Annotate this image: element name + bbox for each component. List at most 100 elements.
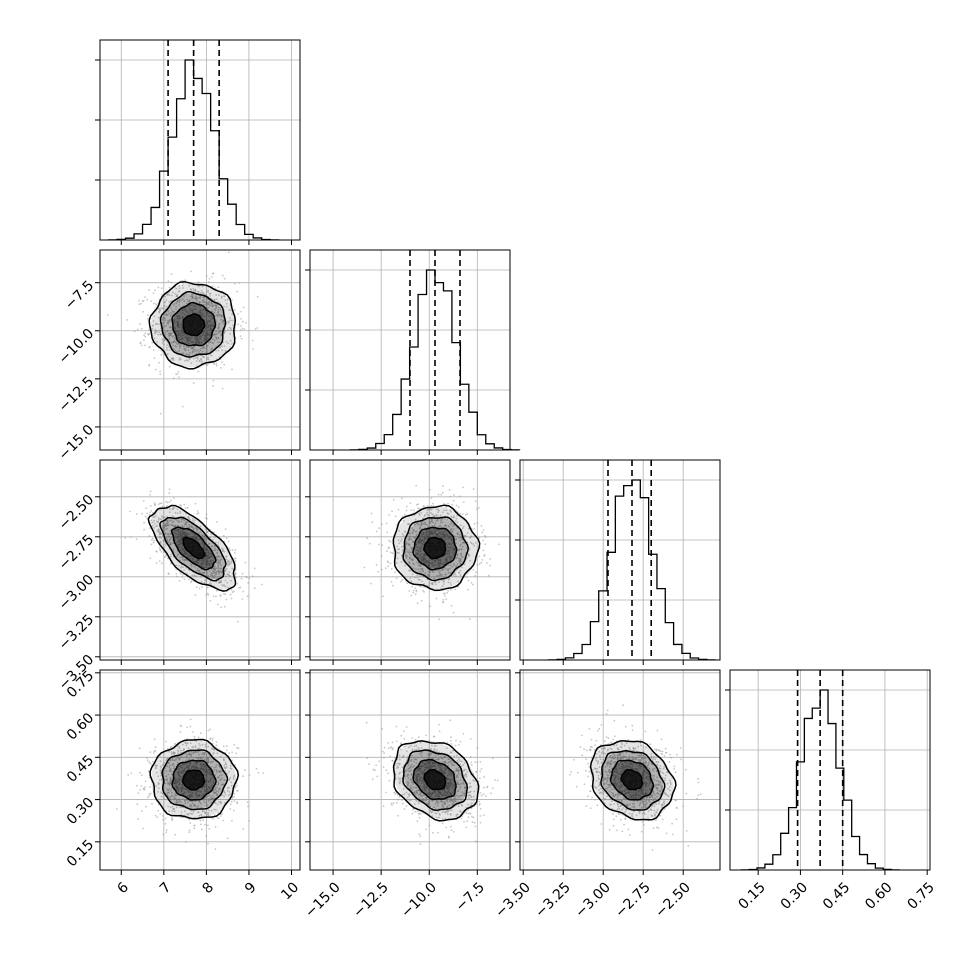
sample-point xyxy=(209,599,212,602)
sample-point xyxy=(160,551,163,553)
sample-point xyxy=(234,552,236,554)
sample-point xyxy=(154,504,156,506)
sample-point xyxy=(378,760,381,763)
sample-point xyxy=(215,362,218,365)
sample-point xyxy=(149,751,152,754)
sample-point xyxy=(233,743,236,746)
sample-point xyxy=(154,328,157,331)
sample-point xyxy=(257,771,260,774)
sample-point xyxy=(240,325,242,327)
sample-point xyxy=(224,299,227,302)
sample-point xyxy=(455,504,458,507)
sample-point xyxy=(205,312,208,314)
sample-point xyxy=(170,358,173,360)
sample-point xyxy=(486,562,488,564)
sample-point xyxy=(475,571,477,574)
sample-point xyxy=(224,528,227,530)
sample-point xyxy=(155,330,158,332)
sample-point xyxy=(207,281,210,283)
sample-point xyxy=(230,588,233,591)
sample-point xyxy=(231,319,233,322)
scatter-panel-1-0 xyxy=(95,249,301,455)
sample-point xyxy=(404,513,406,516)
sample-point xyxy=(194,502,197,505)
sample-point xyxy=(401,578,404,581)
sample-point xyxy=(207,593,210,596)
sample-point xyxy=(382,595,384,598)
sample-point xyxy=(394,571,396,573)
sample-point xyxy=(422,505,425,508)
sample-point xyxy=(168,312,170,315)
sample-point xyxy=(239,310,242,313)
sample-point xyxy=(199,823,202,826)
sample-point xyxy=(425,734,427,737)
sample-point xyxy=(165,740,168,743)
sample-point xyxy=(199,348,202,350)
sample-point xyxy=(185,310,188,313)
sample-point xyxy=(228,547,231,550)
sample-point xyxy=(170,816,173,819)
sample-point xyxy=(242,828,245,830)
sample-point xyxy=(136,328,139,331)
sample-point xyxy=(193,735,196,738)
sample-point xyxy=(172,377,175,380)
sample-point xyxy=(472,488,475,490)
sample-point xyxy=(171,818,174,821)
sample-point xyxy=(215,307,218,309)
sample-point xyxy=(245,322,247,324)
sample-point xyxy=(135,513,138,515)
sample-point xyxy=(423,591,425,593)
sample-point xyxy=(449,719,452,722)
sample-point xyxy=(476,840,478,843)
sample-point xyxy=(218,306,220,309)
sample-point xyxy=(179,731,182,733)
sample-point xyxy=(429,605,431,608)
sample-point xyxy=(188,285,191,287)
sample-point xyxy=(405,805,408,807)
sample-point xyxy=(211,338,214,341)
sample-point xyxy=(467,579,470,582)
sample-point xyxy=(139,789,141,791)
sample-point xyxy=(160,353,163,356)
sample-point xyxy=(451,503,454,506)
sample-point xyxy=(248,820,250,822)
sample-point xyxy=(169,319,172,322)
sample-point xyxy=(195,341,197,344)
sample-point xyxy=(201,285,204,288)
sample-point xyxy=(247,805,249,808)
sample-point xyxy=(400,734,403,737)
sample-point xyxy=(242,306,245,309)
sample-point xyxy=(237,323,240,326)
sample-point xyxy=(190,580,193,583)
sample-point xyxy=(214,825,217,828)
sample-point xyxy=(171,309,173,311)
sample-point xyxy=(224,350,227,352)
sample-point xyxy=(154,289,156,292)
sample-point xyxy=(441,491,444,494)
sample-point xyxy=(255,768,258,770)
sample-point xyxy=(462,486,464,489)
sample-point xyxy=(411,812,414,815)
sample-point xyxy=(175,572,178,575)
sample-point xyxy=(161,316,164,319)
sample-point xyxy=(466,513,468,515)
sample-point xyxy=(164,822,167,825)
sample-point xyxy=(149,792,152,795)
sample-point xyxy=(229,339,232,342)
sample-point xyxy=(416,820,419,823)
sample-point xyxy=(144,335,147,338)
sample-point xyxy=(155,562,158,564)
sample-point xyxy=(143,521,145,524)
sample-point xyxy=(472,569,475,571)
sample-point xyxy=(223,605,226,608)
sample-point xyxy=(438,730,441,733)
sample-point xyxy=(205,835,208,838)
sample-point xyxy=(219,302,221,304)
sample-point xyxy=(480,561,483,564)
sample-point xyxy=(221,387,224,390)
sample-point xyxy=(385,567,387,570)
sample-point xyxy=(449,495,452,498)
sample-point xyxy=(440,493,443,496)
sample-point xyxy=(452,494,455,496)
sample-point xyxy=(210,322,213,325)
